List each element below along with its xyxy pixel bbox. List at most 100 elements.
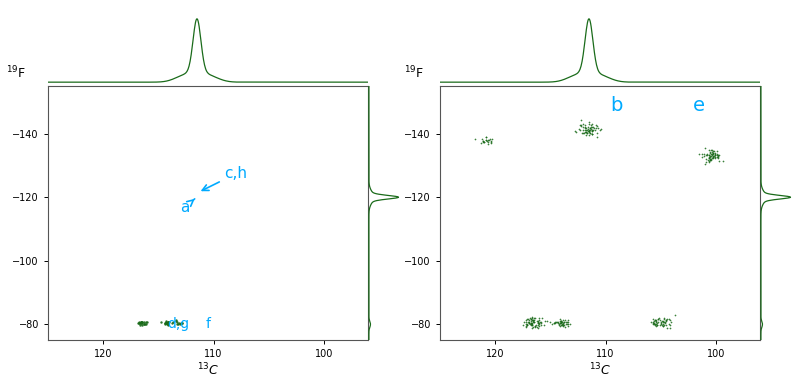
- Point: [532, 321, 545, 327]
- Point: [649, 321, 662, 327]
- Point: [702, 147, 715, 153]
- Point: [132, 320, 145, 326]
- Point: [159, 319, 172, 326]
- Point: [710, 154, 723, 160]
- Point: [575, 122, 588, 128]
- Point: [526, 320, 538, 326]
- Point: [586, 131, 598, 137]
- Point: [556, 321, 569, 327]
- Point: [543, 319, 556, 325]
- Point: [646, 319, 659, 326]
- Point: [535, 322, 548, 328]
- Point: [534, 320, 547, 326]
- Point: [134, 320, 146, 326]
- Point: [700, 152, 713, 158]
- Point: [526, 321, 538, 328]
- Point: [658, 315, 670, 321]
- Point: [646, 318, 659, 325]
- Point: [554, 319, 566, 326]
- Point: [535, 315, 548, 321]
- Point: [522, 317, 535, 323]
- Point: [584, 125, 597, 131]
- Point: [134, 320, 147, 326]
- Point: [707, 154, 720, 160]
- Point: [550, 319, 562, 325]
- Point: [478, 138, 490, 145]
- Point: [661, 325, 674, 331]
- Point: [650, 323, 663, 329]
- Point: [483, 136, 496, 142]
- Point: [521, 322, 534, 328]
- Point: [528, 323, 541, 329]
- Point: [162, 319, 175, 325]
- Point: [554, 322, 567, 328]
- Point: [709, 151, 722, 157]
- Point: [654, 322, 666, 328]
- Point: [521, 322, 534, 328]
- Point: [532, 320, 545, 326]
- Point: [656, 321, 669, 327]
- Point: [161, 320, 174, 326]
- Point: [132, 320, 145, 326]
- Point: [582, 128, 595, 134]
- Point: [562, 321, 574, 327]
- Point: [562, 323, 574, 329]
- Point: [647, 319, 660, 326]
- Point: [160, 318, 173, 324]
- Point: [559, 321, 572, 327]
- Text: e: e: [694, 95, 706, 115]
- Point: [160, 320, 173, 326]
- Point: [650, 321, 662, 327]
- Point: [176, 320, 189, 326]
- Point: [657, 323, 670, 329]
- Point: [702, 156, 714, 163]
- Point: [532, 319, 545, 325]
- Point: [138, 321, 151, 327]
- Point: [482, 136, 495, 143]
- Point: [169, 317, 182, 324]
- Point: [554, 319, 567, 325]
- Point: [585, 124, 598, 130]
- Point: [553, 321, 566, 327]
- Point: [653, 315, 666, 321]
- Point: [703, 156, 716, 162]
- Point: [533, 323, 546, 329]
- Point: [526, 325, 538, 331]
- Point: [585, 126, 598, 132]
- Point: [531, 321, 544, 328]
- Point: [706, 152, 719, 159]
- Point: [586, 124, 599, 130]
- Point: [583, 129, 596, 136]
- Point: [528, 317, 541, 323]
- Point: [531, 320, 544, 326]
- Point: [531, 319, 544, 326]
- Point: [582, 119, 595, 125]
- Point: [569, 128, 582, 135]
- Point: [586, 131, 598, 137]
- Point: [485, 136, 498, 142]
- Point: [591, 123, 604, 129]
- Point: [549, 320, 562, 326]
- Point: [577, 130, 590, 136]
- Point: [582, 127, 595, 134]
- Point: [698, 151, 710, 157]
- Point: [539, 318, 552, 325]
- Point: [582, 124, 595, 131]
- Point: [479, 134, 492, 140]
- Point: [713, 158, 726, 165]
- Point: [656, 319, 669, 325]
- Point: [702, 155, 715, 161]
- Point: [135, 319, 148, 325]
- Point: [579, 127, 592, 133]
- Point: [702, 154, 715, 160]
- Point: [479, 134, 492, 140]
- Point: [583, 127, 596, 133]
- Point: [703, 157, 716, 163]
- Point: [652, 316, 665, 323]
- Point: [578, 124, 591, 130]
- Point: [654, 317, 666, 323]
- Point: [711, 152, 724, 158]
- Point: [698, 161, 711, 167]
- Point: [138, 321, 150, 327]
- Point: [702, 152, 715, 158]
